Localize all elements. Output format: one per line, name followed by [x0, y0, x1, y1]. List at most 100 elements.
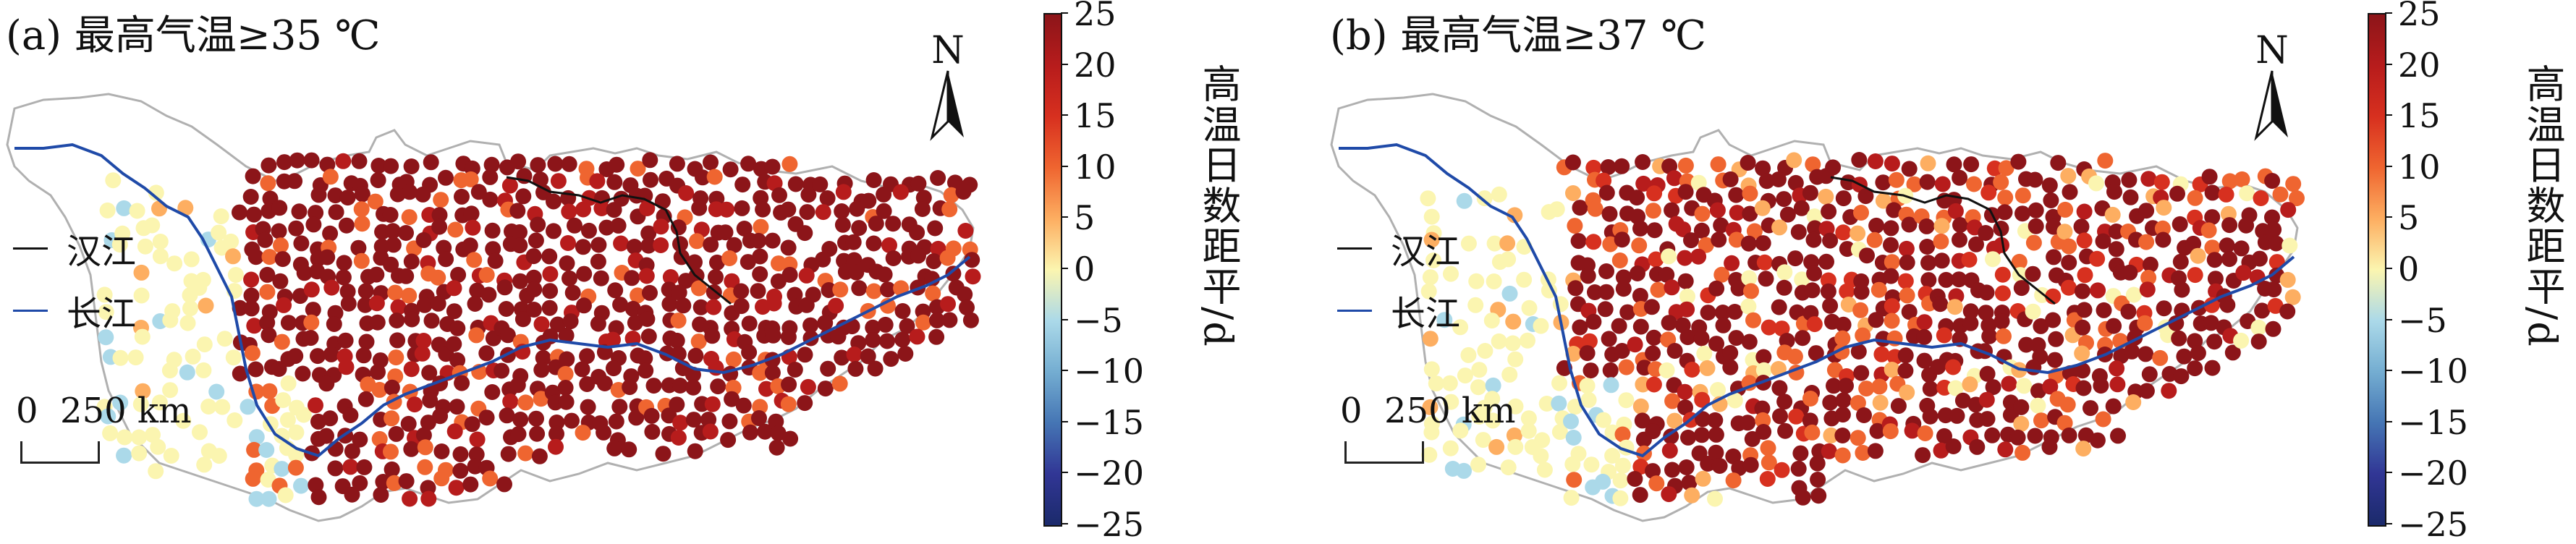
- station-point: [1632, 459, 1649, 475]
- hanjiang-river: [1830, 176, 2056, 305]
- station-point: [2156, 200, 2172, 216]
- station-point: [484, 384, 501, 400]
- station-point: [1505, 313, 1522, 330]
- station-point: [1899, 384, 1915, 401]
- station-point: [692, 299, 709, 315]
- station-point: [2027, 428, 2043, 444]
- colorbar-label: 高温日数距平/d: [2520, 64, 2565, 348]
- station-point: [1742, 185, 1758, 202]
- station-point: [1645, 376, 1662, 393]
- station-point: [403, 158, 420, 174]
- station-point: [929, 312, 945, 328]
- station-point: [1993, 174, 2009, 190]
- station-point: [226, 412, 243, 428]
- station-point: [2028, 202, 2044, 218]
- station-point: [605, 331, 621, 348]
- station-point: [865, 172, 882, 188]
- legend-label: 长江: [67, 294, 137, 334]
- station-point: [1596, 412, 1611, 428]
- station-point: [2093, 378, 2109, 394]
- station-point: [750, 232, 767, 249]
- station-point: [1994, 285, 2011, 302]
- station-point: [134, 328, 151, 345]
- station-point: [152, 248, 169, 265]
- station-point: [1679, 301, 1695, 318]
- station-point: [1823, 427, 1839, 443]
- tick-mark: [2385, 523, 2392, 524]
- station-point: [498, 301, 514, 317]
- station-point: [287, 348, 304, 365]
- station-point: [2221, 217, 2238, 234]
- tick-label: −20: [2398, 454, 2469, 493]
- station-point: [1742, 456, 1759, 473]
- station-point: [1581, 333, 1598, 349]
- station-point: [1952, 169, 1968, 186]
- station-point: [1871, 378, 1888, 395]
- station-point: [2025, 234, 2042, 251]
- station-points: [1420, 152, 2305, 507]
- station-point: [116, 429, 133, 446]
- station-point: [240, 399, 256, 415]
- station-point: [1859, 247, 1875, 264]
- station-point: [449, 399, 465, 415]
- station-point: [1886, 202, 1902, 218]
- station-point: [1805, 231, 1822, 248]
- station-point: [1483, 313, 1500, 329]
- station-point: [296, 265, 313, 281]
- station-point: [525, 248, 542, 265]
- station-point: [561, 156, 577, 172]
- station-point: [390, 299, 407, 315]
- station-point: [310, 489, 327, 506]
- station-point: [1746, 223, 1763, 239]
- station-point: [2187, 267, 2203, 284]
- station-point: [1611, 252, 1628, 268]
- station-point: [1835, 392, 1852, 409]
- station-point: [446, 423, 463, 440]
- station-point: [2043, 192, 2059, 208]
- station-point: [764, 232, 781, 249]
- station-point: [2074, 283, 2090, 299]
- station-point: [2250, 319, 2267, 336]
- station-point: [2057, 201, 2074, 218]
- station-point: [642, 284, 658, 301]
- station-point: [1614, 231, 1630, 248]
- station-point: [2239, 185, 2255, 202]
- station-point: [499, 327, 516, 344]
- station-point: [2285, 176, 2302, 192]
- tick-mark: [1061, 523, 1068, 524]
- station-point: [415, 427, 432, 443]
- station-point: [691, 200, 708, 216]
- station-point: [2233, 240, 2250, 257]
- station-point: [1707, 490, 1723, 507]
- station-point: [99, 202, 116, 218]
- station-point: [941, 201, 958, 218]
- station-point: [626, 239, 643, 255]
- station-point: [1857, 188, 1874, 205]
- station-point: [562, 270, 577, 286]
- tick-mark: [2385, 268, 2392, 269]
- hanjiang-line-swatch: [13, 247, 48, 250]
- station-point: [245, 168, 261, 184]
- station-point: [742, 424, 758, 441]
- station-point: [1664, 393, 1681, 409]
- tick-mark: [2385, 216, 2392, 218]
- station-point: [817, 315, 834, 331]
- station-point: [468, 327, 485, 344]
- station-point: [1840, 297, 1857, 313]
- station-point: [1675, 221, 1692, 237]
- station-point: [735, 397, 752, 414]
- station-point: [1755, 349, 1772, 365]
- station-point: [1754, 200, 1771, 216]
- station-point: [1795, 330, 1811, 347]
- legend-item-hanjiang: 汉江: [1337, 217, 1460, 279]
- station-point: [289, 152, 305, 169]
- tick-label: 10: [2398, 147, 2441, 187]
- station-point: [894, 303, 911, 319]
- station-point: [2016, 378, 2033, 394]
- station-point: [1741, 333, 1758, 350]
- station-point: [780, 329, 797, 345]
- station-point: [98, 304, 114, 320]
- station-point: [627, 315, 643, 331]
- station-point: [353, 201, 370, 218]
- station-point: [112, 394, 129, 411]
